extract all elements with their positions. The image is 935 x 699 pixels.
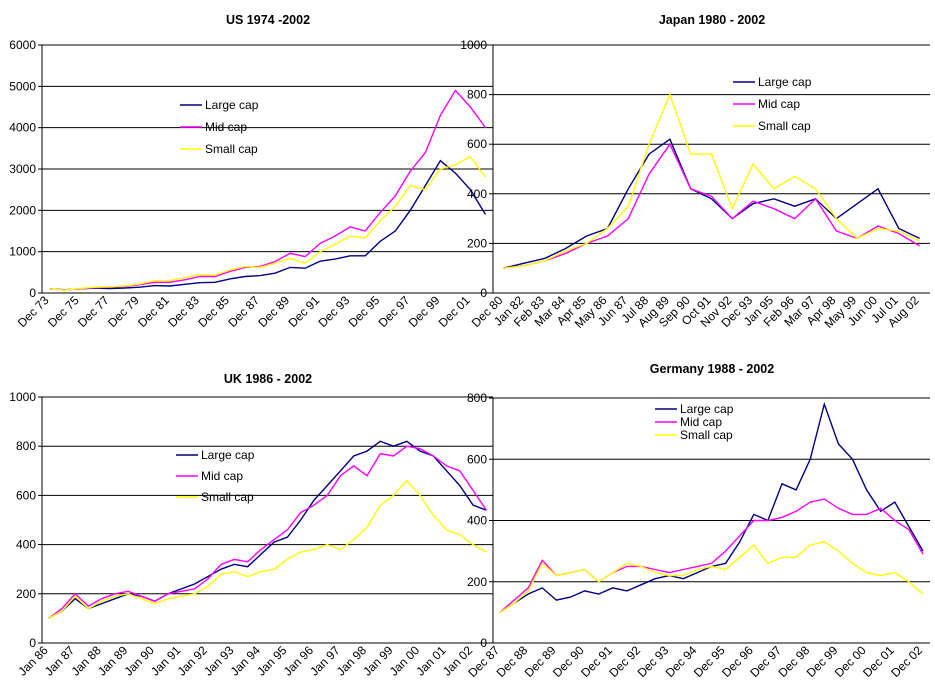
y-tick-label: 600 bbox=[467, 137, 487, 151]
y-tick-label: 2000 bbox=[9, 203, 36, 217]
y-tick-label: 800 bbox=[16, 439, 36, 453]
data-line bbox=[48, 445, 487, 619]
x-tick-label: Dec 91 bbox=[285, 293, 322, 330]
y-tick-label: 6000 bbox=[9, 38, 36, 52]
y-tick-label: 200 bbox=[467, 575, 487, 589]
y-tick-label: 0 bbox=[29, 286, 36, 300]
x-tick-label: Dec 02 bbox=[888, 643, 925, 680]
x-tick-label: Dec 85 bbox=[195, 293, 232, 330]
y-tick-label: 400 bbox=[467, 187, 487, 201]
y-tick-label: 400 bbox=[16, 538, 36, 552]
x-tick-label: Dec 79 bbox=[105, 293, 142, 330]
data-line bbox=[499, 541, 924, 613]
legend-label: Mid cap bbox=[758, 97, 800, 111]
chart-title: UK 1986 - 2002 bbox=[224, 372, 312, 386]
y-tick-label: 5000 bbox=[9, 79, 36, 93]
y-tick-label: 0 bbox=[29, 636, 36, 650]
y-tick-label: 3000 bbox=[9, 162, 36, 176]
panel: US 1974 -20020100020003000400050006000De… bbox=[9, 13, 493, 330]
data-line bbox=[48, 479, 487, 620]
legend-label: Small cap bbox=[680, 428, 733, 442]
data-line bbox=[49, 155, 487, 291]
x-tick-label: Dec 93 bbox=[316, 293, 353, 330]
legend-label: Large cap bbox=[205, 98, 259, 112]
x-tick-label: Dec 81 bbox=[135, 293, 172, 330]
legend-label: Mid cap bbox=[201, 469, 243, 483]
legend-label: Large cap bbox=[680, 402, 734, 416]
legend-label: Small cap bbox=[205, 142, 258, 156]
y-tick-label: 800 bbox=[467, 88, 487, 102]
data-line bbox=[503, 92, 920, 269]
y-tick-label: 1000 bbox=[9, 390, 36, 404]
y-tick-label: 600 bbox=[467, 452, 487, 466]
x-tick-label: Dec 83 bbox=[165, 293, 202, 330]
legend-label: Mid cap bbox=[205, 120, 247, 134]
y-tick-label: 400 bbox=[467, 514, 487, 528]
y-tick-label: 200 bbox=[16, 587, 36, 601]
x-tick-label: Dec 75 bbox=[45, 293, 82, 330]
x-tick-label: Dec 97 bbox=[376, 293, 413, 330]
data-line bbox=[49, 89, 487, 291]
y-tick-label: 1000 bbox=[9, 245, 36, 259]
legend-label: Large cap bbox=[758, 75, 812, 89]
y-tick-label: 1000 bbox=[460, 38, 487, 52]
chart-title: Japan 1980 - 2002 bbox=[659, 13, 765, 27]
y-tick-label: 800 bbox=[467, 391, 487, 405]
chart-title: Germany 1988 - 2002 bbox=[650, 362, 774, 376]
data-line bbox=[503, 142, 920, 269]
data-line bbox=[48, 440, 487, 620]
chart-title: US 1974 -2002 bbox=[226, 13, 310, 27]
y-tick-label: 600 bbox=[16, 488, 36, 502]
y-tick-label: 0 bbox=[480, 636, 487, 650]
y-tick-label: 4000 bbox=[9, 121, 36, 135]
x-tick-label: Dec 01 bbox=[436, 293, 473, 330]
y-tick-label: 0 bbox=[480, 286, 487, 300]
legend-label: Large cap bbox=[201, 448, 255, 462]
x-tick-label: Dec 89 bbox=[255, 293, 292, 330]
y-tick-label: 200 bbox=[467, 236, 487, 250]
x-tick-label: Dec 77 bbox=[75, 293, 112, 330]
legend-label: Small cap bbox=[758, 119, 811, 133]
data-line bbox=[499, 498, 924, 613]
x-tick-label: Dec 95 bbox=[346, 293, 383, 330]
x-tick-label: Dec 87 bbox=[225, 293, 262, 330]
legend-label: Small cap bbox=[201, 490, 254, 504]
x-tick-label: Dec 99 bbox=[406, 293, 443, 330]
legend-label: Mid cap bbox=[680, 415, 722, 429]
data-line bbox=[503, 138, 920, 269]
data-line bbox=[49, 159, 487, 291]
